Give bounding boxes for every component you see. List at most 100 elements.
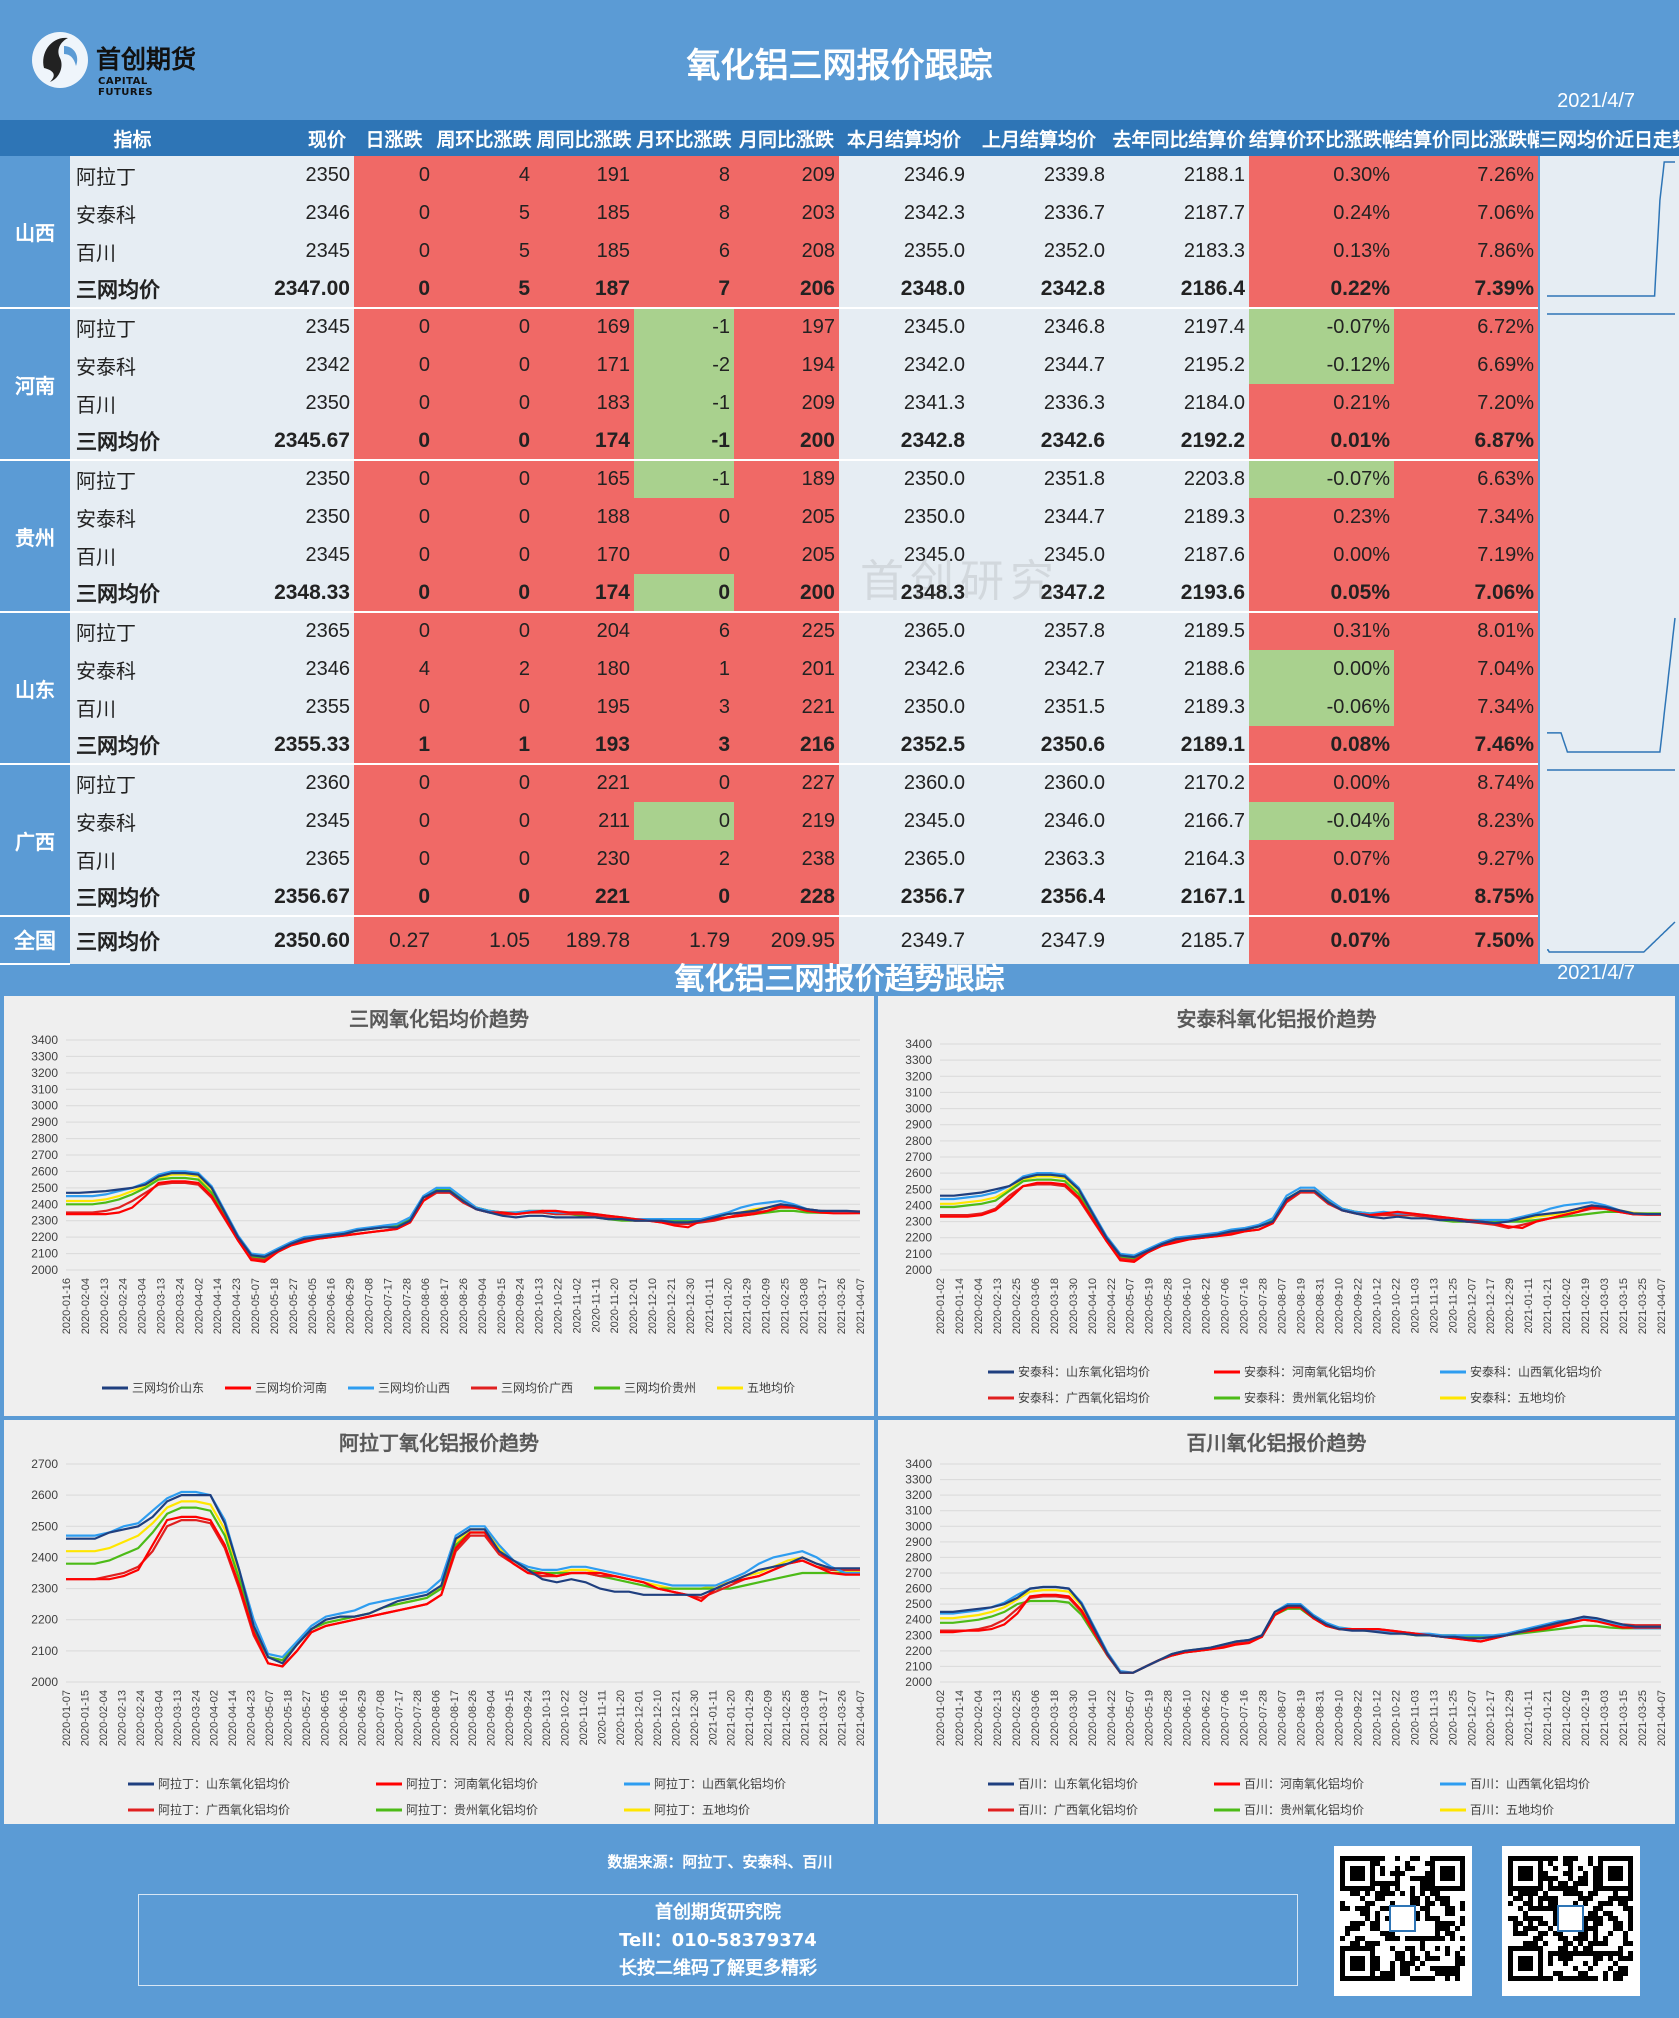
qr-module [1573, 1951, 1578, 1956]
footer: 数据来源：阿拉丁、安泰科、百川 首创期货研究院 Tell：010-5837937… [0, 1826, 1679, 2018]
qr-module [1400, 1971, 1405, 1976]
sparkline-path [1547, 921, 1676, 953]
qr-module [1435, 1921, 1440, 1926]
region-label: 山西 [0, 156, 70, 309]
month-change: 0 [634, 802, 734, 840]
qr-module [1340, 1906, 1345, 1911]
current-price: 2345 [195, 232, 354, 270]
qr-module [1420, 1976, 1425, 1981]
trend-sparkline-cell [1538, 764, 1679, 916]
qr-module [1578, 1896, 1583, 1901]
y-tick-label: 2400 [905, 1613, 932, 1627]
legend-label: 五地均价 [747, 1381, 795, 1395]
y-tick-label: 2800 [31, 1132, 58, 1146]
day-change: 0 [354, 878, 434, 917]
x-tick-label: 2021-03-08 [798, 1278, 810, 1334]
qr-module [1395, 1871, 1400, 1876]
month-settle-avg: 2345.0 [839, 802, 969, 840]
qr-module [1380, 1856, 1385, 1861]
qr-module [1445, 1906, 1450, 1911]
qr-module [1538, 1906, 1543, 1911]
week-yoy-change: 193 [534, 726, 634, 765]
current-price: 2360 [195, 764, 354, 802]
qr-module [1573, 1886, 1578, 1891]
qr-module [1390, 1946, 1395, 1951]
qr-module [1573, 1936, 1578, 1941]
table-row: 百川 2355 0 0 195 3 221 2350.0 2351.5 2189.3 -0.06% 7… [0, 688, 1679, 726]
day-change: 0 [354, 384, 434, 422]
day-change: 0.27 [354, 916, 434, 964]
qr-module [1440, 1971, 1445, 1976]
x-tick-label: 2020-04-14 [227, 1690, 239, 1746]
qr-module [1395, 1886, 1400, 1891]
current-price: 2345.67 [195, 422, 354, 461]
x-tick-label: 2020-11-11 [596, 1690, 608, 1745]
x-tick-label: 2020-09-24 [515, 1278, 527, 1334]
series-line [66, 1176, 860, 1260]
table-row-avg: 三网均价 2347.00 0 5 187 7 206 2348.0 2342.8 2186.4 0.… [0, 270, 1679, 309]
col-header: 本月结算均价 [839, 120, 969, 156]
prev-month-settle-avg: 2351.8 [969, 460, 1109, 498]
qr-module [1425, 1896, 1430, 1901]
y-tick-label: 2100 [905, 1659, 932, 1673]
qr-module [1375, 1856, 1380, 1861]
region-label: 全国 [0, 916, 70, 965]
qr-module [1410, 1951, 1415, 1956]
qr-module [1355, 1936, 1360, 1941]
qr-module [1395, 1881, 1400, 1886]
source-name: 百川 [70, 840, 195, 878]
y-tick-label: 3300 [905, 1473, 932, 1487]
qr-module [1400, 1871, 1405, 1876]
qr-code-2[interactable] [1502, 1846, 1640, 1996]
week-change: 1.05 [434, 916, 534, 964]
qr-module [1568, 1861, 1573, 1866]
x-tick-label: 2020-07-06 [1220, 1278, 1232, 1334]
settle-mom-pct: -0.07% [1249, 308, 1394, 346]
qr-module [1533, 1916, 1538, 1921]
week-yoy-change: 171 [534, 346, 634, 384]
settle-yoy-pct: 8.01% [1394, 612, 1539, 650]
x-tick-label: 2020-11-13 [1428, 1690, 1440, 1745]
qr-module [1578, 1976, 1583, 1981]
source-name: 三网均价 [70, 422, 195, 461]
qr-module [1420, 1941, 1425, 1946]
prev-month-settle-avg: 2342.8 [969, 270, 1109, 309]
x-tick-label: 2020-11-02 [571, 1278, 583, 1333]
legend-label: 阿拉丁：贵州氧化铝均价 [406, 1802, 538, 1817]
qr-code-1[interactable] [1334, 1846, 1472, 1996]
y-tick-label: 2900 [905, 1118, 932, 1132]
y-tick-label: 2400 [31, 1197, 58, 1211]
qr-module [1425, 1871, 1430, 1876]
x-tick-label: 2020-07-28 [1258, 1690, 1270, 1746]
x-tick-label: 2020-08-26 [467, 1690, 479, 1746]
y-tick-label: 3400 [905, 1457, 932, 1471]
qr-module [1568, 1886, 1573, 1891]
y-tick-label: 2000 [905, 1675, 932, 1689]
qr-module [1425, 1956, 1430, 1961]
trend-sparkline-cell [1538, 916, 1679, 964]
qr-module [1533, 1941, 1538, 1946]
qr-module [1415, 1976, 1420, 1981]
x-tick-label: 2020-12-29 [1504, 1690, 1516, 1746]
y-tick-label: 2500 [905, 1597, 932, 1611]
qr-module [1513, 1921, 1518, 1926]
source-name: 阿拉丁 [70, 612, 195, 650]
qr-module [1370, 1901, 1375, 1906]
qr-module [1430, 1966, 1435, 1971]
logo-text-en: CAPITAL FUTURES [98, 76, 154, 98]
source-name: 阿拉丁 [70, 156, 195, 194]
y-tick-label: 2500 [905, 1182, 932, 1196]
qr-module [1518, 1891, 1523, 1896]
settle-yoy-pct: 7.19% [1394, 536, 1539, 574]
y-tick-label: 2200 [905, 1231, 932, 1245]
last-year-settle: 2197.4 [1109, 308, 1249, 346]
legend-label: 百川：五地均价 [1470, 1803, 1554, 1817]
qr-module [1360, 1921, 1365, 1926]
qr-module [1345, 1906, 1350, 1911]
qr-module [1350, 1941, 1355, 1946]
x-tick-label: 2020-08-06 [420, 1278, 432, 1334]
x-tick-label: 2020-05-07 [1125, 1278, 1137, 1334]
qr-module [1445, 1951, 1450, 1956]
qr-module [1425, 1951, 1430, 1956]
qr-module [1340, 1901, 1345, 1906]
